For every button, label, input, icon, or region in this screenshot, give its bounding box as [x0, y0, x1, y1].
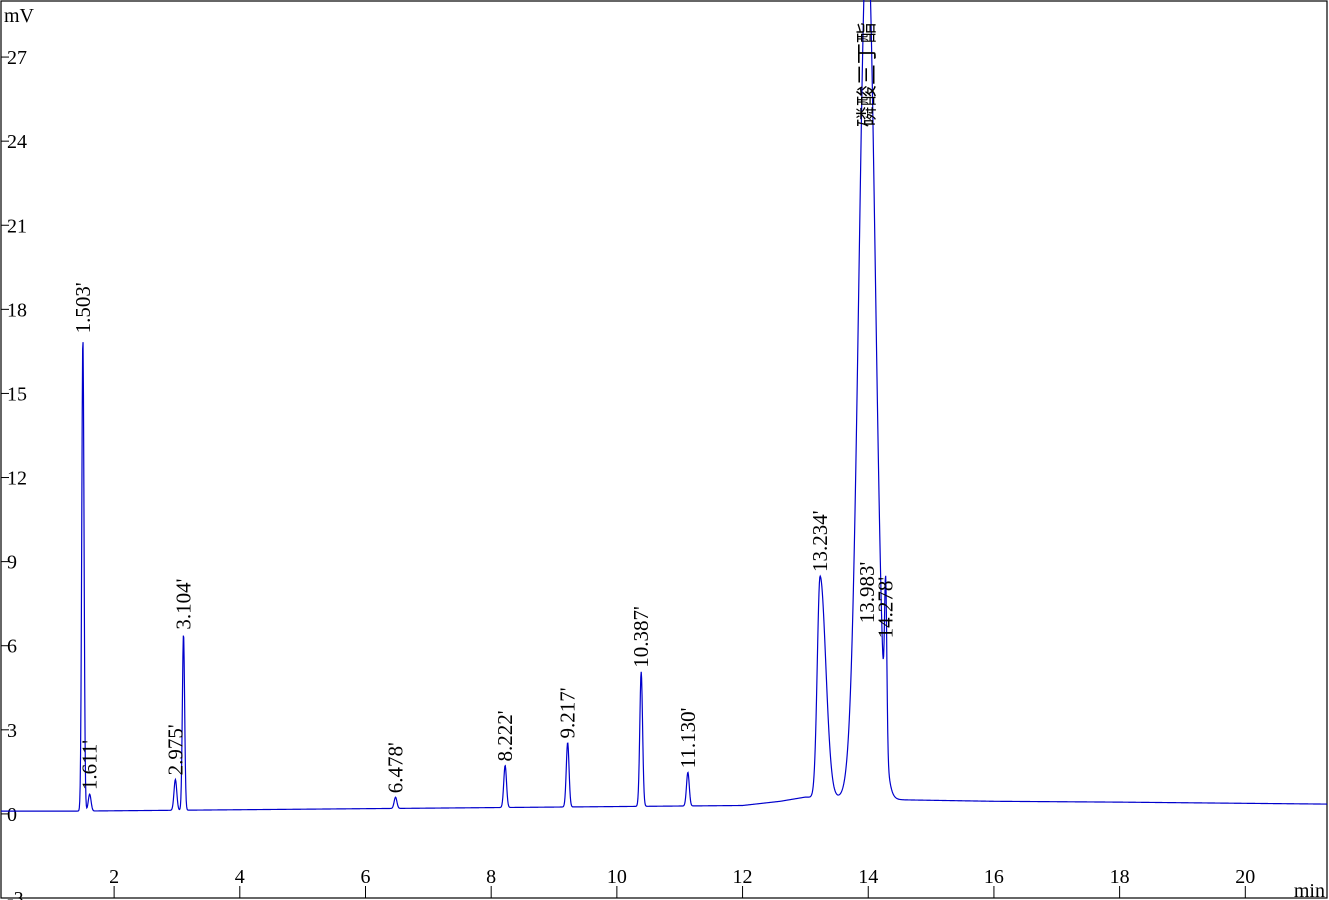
y-tick-label: 6 [7, 636, 17, 658]
peak-label: 1.611' [78, 740, 102, 790]
peak-label: 3.104' [171, 579, 195, 630]
y-axis-unit-label: mV [4, 5, 35, 27]
peak-label: 1.503' [71, 282, 95, 333]
peak-label: 10.387' [629, 606, 653, 668]
peak-label: 6.478' [384, 742, 408, 793]
y-tick-label: 21 [7, 215, 27, 237]
x-tick-label: 12 [733, 866, 753, 888]
peak-label: 2.975' [163, 724, 187, 775]
y-tick-label: 0 [7, 804, 17, 826]
x-tick-label: 10 [607, 866, 627, 888]
y-tick-label: 24 [7, 131, 27, 153]
x-tick-label: 6 [360, 866, 370, 888]
x-tick-label: 4 [235, 866, 245, 888]
chromatogram-trace [1, 0, 1328, 812]
peak-label: 8.222' [493, 710, 517, 761]
x-tick-label: 8 [486, 866, 496, 888]
x-tick-label: 18 [1110, 866, 1130, 888]
x-tick-label: 2 [109, 866, 119, 888]
peak-label: 9.217' [556, 687, 580, 738]
x-axis-unit-label: min [1294, 880, 1325, 900]
x-tick-label: 16 [984, 866, 1004, 888]
peak-compound-label: 磷酸三丁酯 [855, 22, 879, 127]
peak-label: 14.278' [874, 577, 898, 639]
y-tick-label: 3 [7, 720, 17, 742]
y-tick-label: 27 [7, 47, 27, 69]
peak-label: 13.234' [808, 511, 832, 573]
trace-layer [1, 0, 1328, 812]
y-tick-label: 15 [7, 383, 27, 405]
peak-label: 11.130' [676, 708, 700, 769]
x-tick-label: 20 [1235, 866, 1255, 888]
x-tick-label: 14 [858, 866, 878, 888]
y-tick-label: 18 [7, 299, 27, 321]
peak-label: 13.983' [855, 562, 879, 624]
y-tick-label: 9 [7, 552, 17, 574]
peak-label-layer: 1.503' 1.611' 2.975' 3.104' 6.478' 8.222' 9.21… [71, 22, 898, 793]
y-tick-label: 12 [7, 468, 27, 490]
y-tick-label: -3 [7, 888, 24, 900]
